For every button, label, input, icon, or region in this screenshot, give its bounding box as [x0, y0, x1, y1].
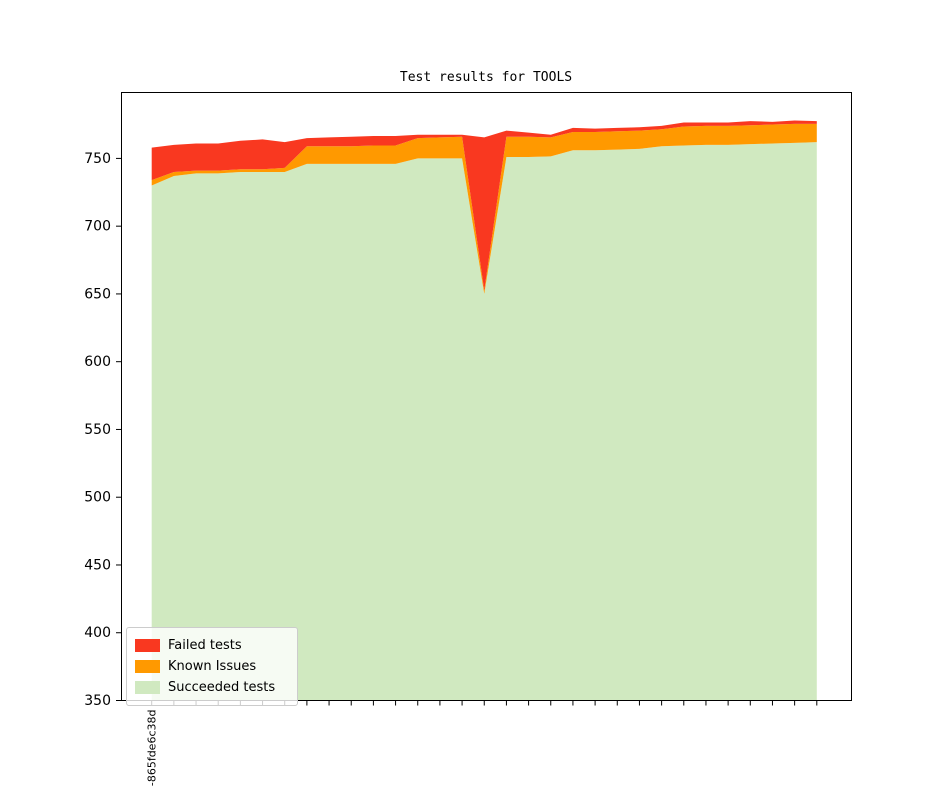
legend-swatch-succeeded-icon [135, 681, 160, 694]
legend-item-succeeded: Succeeded tests [135, 677, 287, 698]
y-tick-label: 400 [84, 625, 111, 641]
legend-swatch-failed-icon [135, 639, 160, 652]
area-known-issues [151, 123, 817, 294]
y-tick-label: 600 [84, 354, 111, 370]
legend-label-failed: Failed tests [168, 638, 242, 653]
legend-label-succeeded: Succeeded tests [168, 680, 276, 695]
y-tick-label: 500 [84, 490, 111, 506]
y-tick-label: 550 [84, 422, 111, 438]
y-tick-label: 700 [84, 219, 111, 235]
area-succeeded-tests [151, 142, 817, 701]
y-tick-label: 650 [84, 286, 111, 302]
y-tick-label: 450 [84, 557, 111, 573]
y-tick-label: 350 [84, 693, 111, 709]
y-tick-label: 750 [84, 151, 111, 167]
chart-title: Test results for TOOLS [399, 70, 573, 85]
area-failed-tests [151, 120, 817, 291]
legend-swatch-known-issues-icon [135, 660, 160, 673]
legend-label-known-issues: Known Issues [168, 659, 257, 674]
legend: Failed tests Known Issues Succeeded test… [126, 627, 298, 706]
axes-box [121, 92, 852, 701]
legend-item-failed: Failed tests [135, 635, 287, 656]
legend-item-known-issues: Known Issues [135, 656, 287, 677]
x-tick-label: 1-865fde6c38d [146, 710, 159, 787]
